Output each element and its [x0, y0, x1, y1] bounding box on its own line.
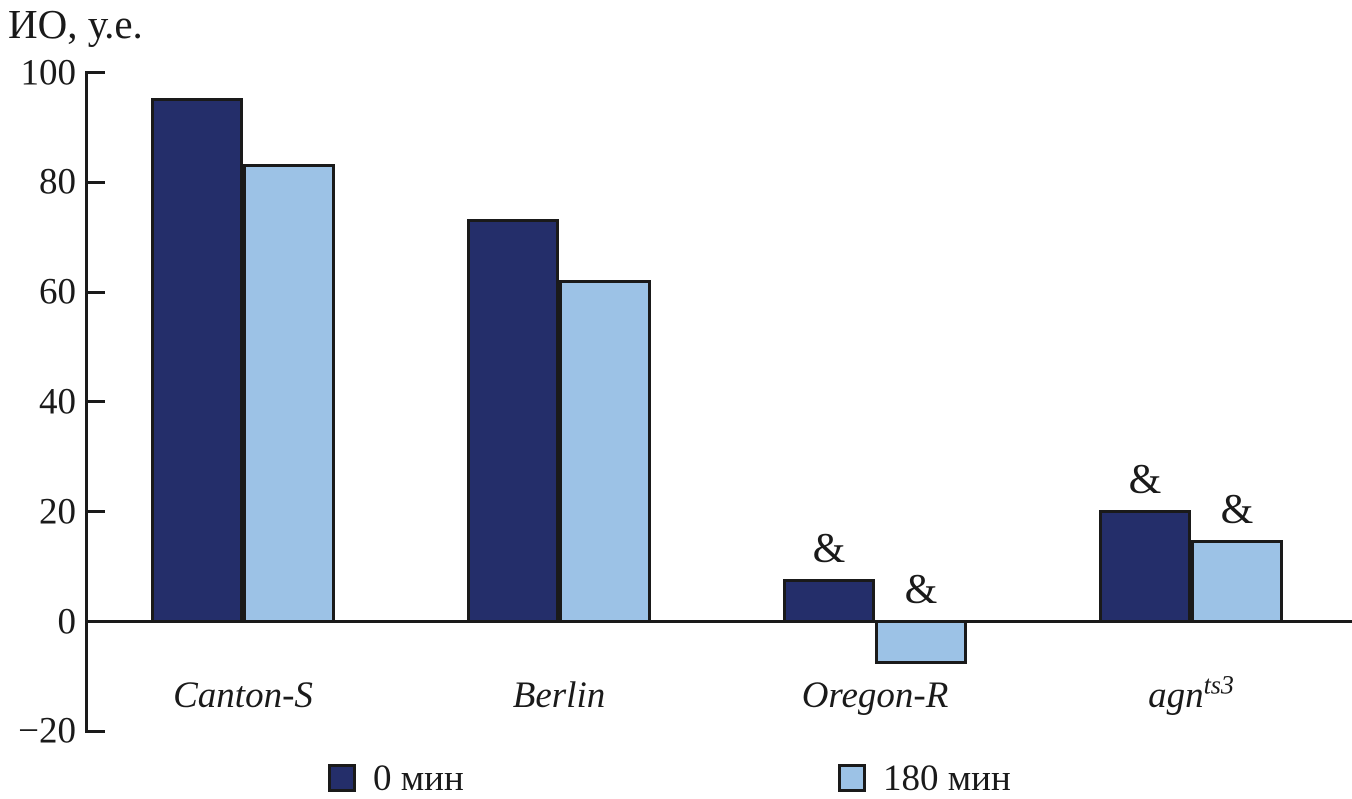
bar — [875, 620, 967, 665]
bar — [467, 219, 559, 623]
bar — [783, 578, 875, 623]
significance-annotation: & — [904, 567, 938, 613]
y-tick-label: 60 — [39, 271, 76, 313]
significance-annotation: & — [1220, 487, 1254, 534]
legend-label-180min: 180 мин — [883, 757, 1011, 799]
bar — [559, 279, 651, 623]
bar — [243, 164, 335, 623]
y-axis-tick — [85, 71, 105, 74]
significance-annotation: & — [1128, 457, 1162, 504]
y-axis-tick — [85, 729, 105, 733]
x-category-label: Berlin — [512, 675, 606, 716]
x-category-label-superscript: ts3 — [1203, 670, 1234, 700]
x-category-label: agnts3 — [1148, 670, 1234, 716]
significance-annotation: & — [812, 525, 846, 572]
y-tick-label: −20 — [18, 710, 76, 752]
bar — [1099, 510, 1191, 623]
y-axis-tick — [85, 290, 105, 294]
bar — [1191, 540, 1283, 623]
y-tick-label: 80 — [39, 161, 76, 203]
y-axis-tick — [85, 510, 105, 514]
legend-swatch-0min — [328, 764, 356, 792]
y-axis-tick — [85, 180, 105, 184]
legend-item-0min: 0 мин — [328, 757, 464, 799]
legend-label-0min: 0 мин — [373, 757, 464, 799]
x-category-label: Canton-S — [173, 675, 313, 716]
bar — [151, 98, 243, 623]
y-tick-label: 0 — [57, 601, 77, 642]
x-axis-baseline — [85, 620, 1352, 623]
y-tick-label: 20 — [39, 491, 76, 533]
legend-swatch-180min — [838, 764, 866, 792]
y-axis-title: ИО, у.е. — [8, 1, 143, 47]
y-axis-tick — [85, 400, 105, 404]
x-category-label: Oregon-R — [801, 675, 949, 716]
legend-item-180min: 180 мин — [838, 757, 1011, 799]
y-tick-label: 40 — [39, 381, 76, 423]
y-tick-label: 100 — [20, 52, 77, 93]
